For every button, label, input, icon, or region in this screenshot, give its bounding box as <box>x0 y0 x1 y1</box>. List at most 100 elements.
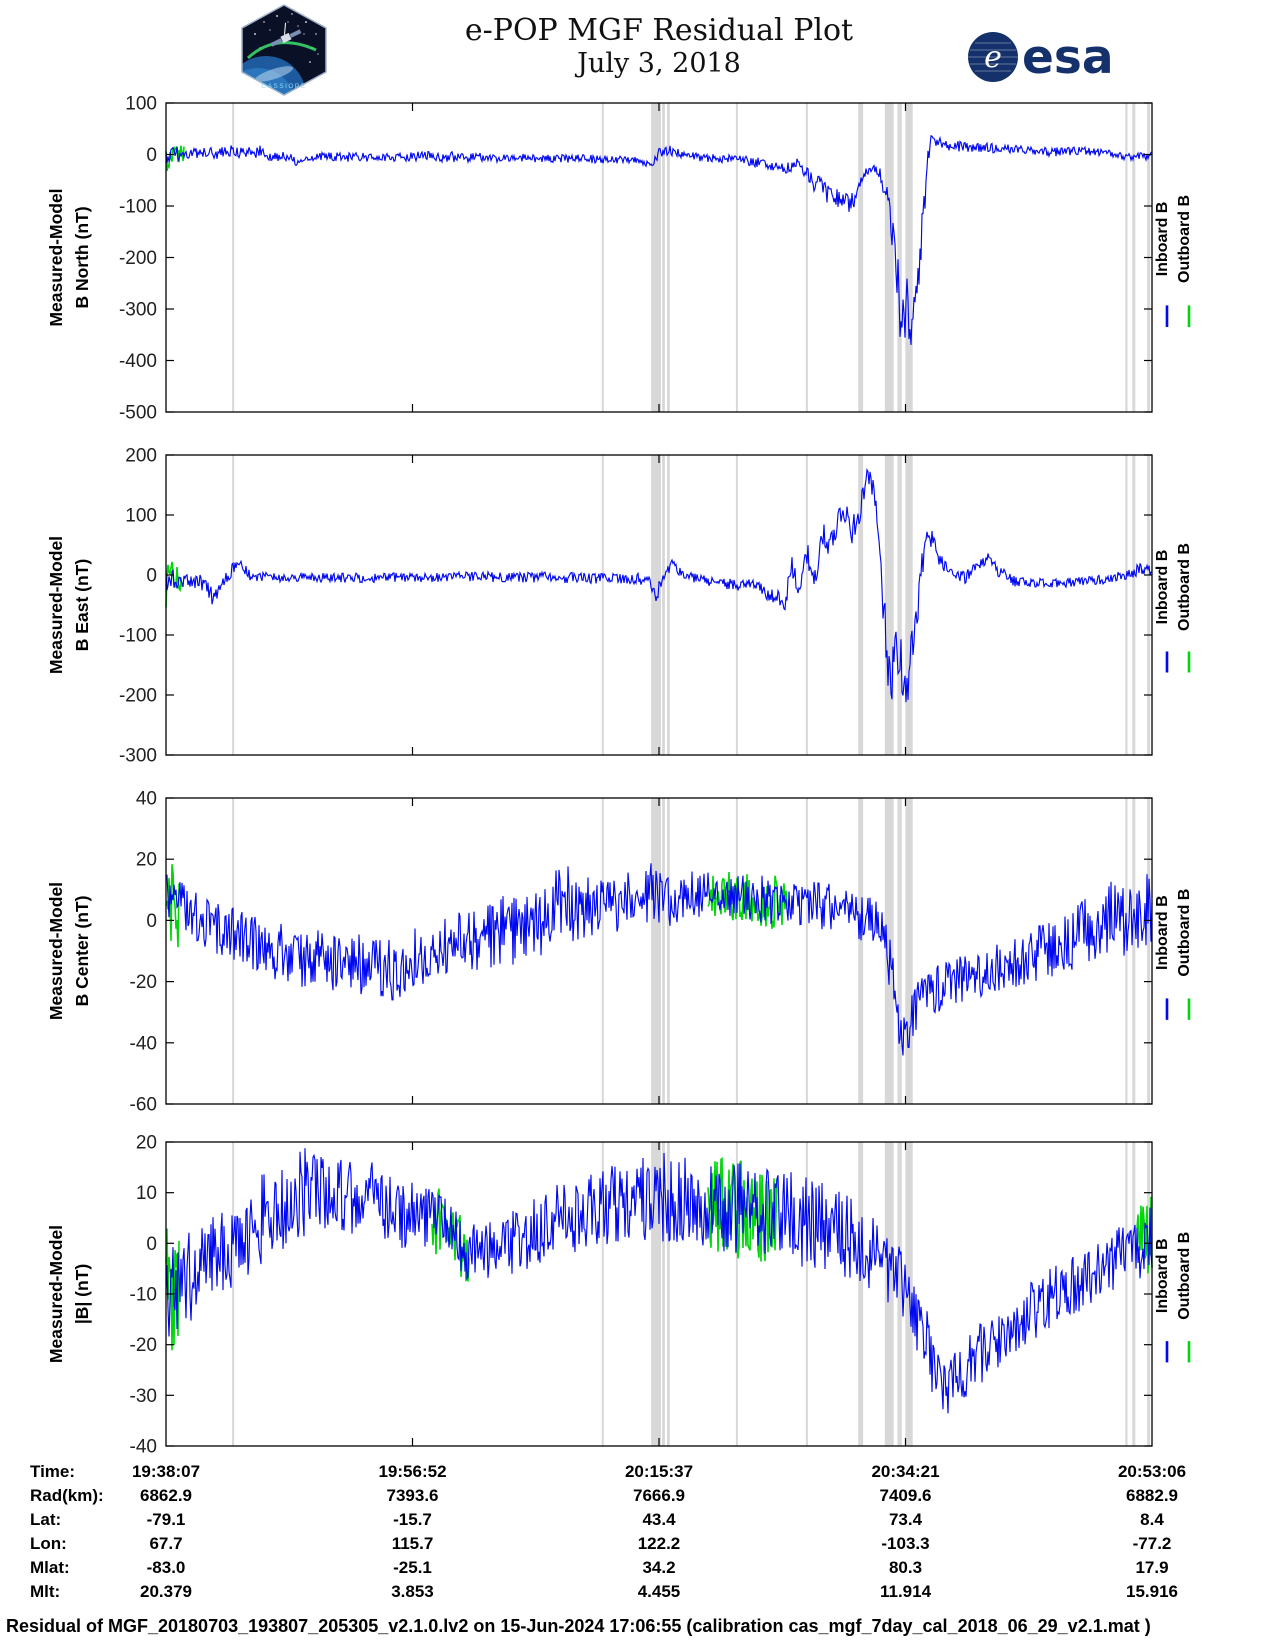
y-tick-label: -100 <box>119 197 157 218</box>
y-tick-label: -100 <box>119 626 157 647</box>
esa-logo: e esa <box>966 30 1114 84</box>
y-tick-label: -200 <box>119 248 157 269</box>
data-gap-band <box>897 103 902 412</box>
data-gap-band <box>662 103 665 412</box>
info-row-label: Lat: <box>30 1510 62 1529</box>
y-tick-label: -500 <box>119 403 157 424</box>
data-gap-band <box>805 798 808 1104</box>
esa-globe-letter: e <box>984 40 1002 75</box>
y-tick-label: 0 <box>146 911 157 932</box>
data-gap-band <box>1132 798 1136 1104</box>
outboard-b-trace <box>431 1188 470 1282</box>
y-tick-label: -200 <box>119 686 157 707</box>
info-cell: 7393.6 <box>386 1486 439 1505</box>
data-gap-band <box>1132 103 1136 412</box>
info-cell: 7409.6 <box>879 1486 932 1505</box>
info-cell: 6862.9 <box>140 1486 192 1505</box>
y-tick-label: 100 <box>125 506 157 527</box>
data-gap-band <box>1147 798 1151 1104</box>
data-gap-band <box>662 798 665 1104</box>
plot-title-line2: July 3, 2018 <box>577 48 741 79</box>
y-tick-label: -300 <box>119 300 157 321</box>
y-tick-label: -60 <box>130 1095 157 1116</box>
data-gap-band <box>232 455 235 755</box>
data-gap-band <box>651 798 661 1104</box>
data-gap-band <box>1125 1142 1128 1446</box>
y-axis-label-line2: B East (nT) <box>72 559 92 651</box>
data-gap-band <box>905 455 913 755</box>
data-gap-band <box>905 103 913 412</box>
data-gap-band <box>667 455 670 755</box>
info-cell: 73.4 <box>888 1510 923 1529</box>
legend-outboard-label: Outboard B <box>1176 889 1193 977</box>
data-gap-band <box>858 1142 864 1446</box>
info-cell: 67.7 <box>149 1534 183 1553</box>
info-cell: -77.2 <box>1132 1534 1172 1553</box>
data-gap-band <box>601 455 604 755</box>
data-gap-band <box>897 1142 902 1446</box>
data-gap-band <box>897 455 902 755</box>
data-gap-band <box>735 455 738 755</box>
info-cell: 7666.9 <box>633 1486 685 1505</box>
outboard-b-trace <box>165 145 185 171</box>
data-gap-band <box>805 455 808 755</box>
y-tick-label: 20 <box>136 1133 157 1154</box>
data-gap-band <box>1132 455 1136 755</box>
info-row-label: Mlat: <box>30 1558 70 1577</box>
info-cell: 20.379 <box>140 1582 192 1601</box>
legend-inboard-label: Inboard B <box>1154 550 1171 625</box>
y-tick-label: 0 <box>146 1234 157 1255</box>
info-cell: 4.455 <box>637 1582 681 1601</box>
y-axis-label-line1: Measured-Model <box>46 882 66 1020</box>
data-gap-band <box>662 455 665 755</box>
y-tick-label: 10 <box>136 1183 157 1204</box>
info-cell: 19:56:52 <box>378 1462 447 1481</box>
info-cell: 80.3 <box>888 1558 923 1577</box>
info-cell: -25.1 <box>393 1558 432 1577</box>
info-cell: 11.914 <box>879 1582 932 1601</box>
inboard-b-trace <box>165 1148 1153 1414</box>
data-gap-band <box>651 103 661 412</box>
plot-title: e-POP MGF Residual Plot July 3, 2018 <box>359 14 959 80</box>
info-cell: 122.2 <box>637 1534 681 1553</box>
data-gap-band <box>905 1142 913 1446</box>
info-row-label: Lon: <box>30 1534 67 1553</box>
patch-label: CASSIOPE <box>261 83 306 90</box>
y-axis-label-line2: B North (nT) <box>72 206 92 308</box>
y-axis-label-line1: Measured-Model <box>46 536 66 674</box>
data-gap-band <box>735 1142 738 1446</box>
info-cell: 43.4 <box>642 1510 676 1529</box>
data-gap-band <box>1147 455 1151 755</box>
info-cell: -79.1 <box>146 1510 186 1529</box>
patch-mask <box>240 4 328 96</box>
info-row-label: Time: <box>30 1462 76 1481</box>
data-gap-band <box>601 1142 604 1446</box>
y-axis-label-line2: |B| (nT) <box>72 1264 92 1324</box>
info-cell: 34.2 <box>642 1558 676 1577</box>
data-gap-band <box>735 798 738 1104</box>
data-gap-band <box>805 1142 808 1446</box>
y-axis-label-line1: Measured-Model <box>46 1225 66 1363</box>
data-gap-band <box>735 103 738 412</box>
info-cell: 20:34:21 <box>871 1462 940 1481</box>
patch-border <box>241 4 327 96</box>
data-gap-band <box>858 103 864 412</box>
info-row-label: Rad(km): <box>30 1486 104 1505</box>
info-cell: 20:15:37 <box>624 1462 694 1481</box>
legend-outboard-label: Outboard B <box>1176 195 1193 283</box>
patch-satellite <box>270 22 302 47</box>
data-gap-band <box>1125 798 1128 1104</box>
data-gap-band <box>662 1142 665 1446</box>
info-cell: 3.853 <box>391 1582 434 1601</box>
y-tick-label: 0 <box>146 145 157 166</box>
data-gap-band <box>858 798 864 1104</box>
data-gap-band <box>905 798 913 1104</box>
y-tick-label: 40 <box>136 789 157 810</box>
info-cell: 20:53:06 <box>1117 1462 1187 1481</box>
plot-title-line1: e-POP MGF Residual Plot <box>464 13 854 48</box>
y-tick-label: -40 <box>130 1437 157 1458</box>
data-gap-band <box>805 103 808 412</box>
data-gap-band <box>651 1142 661 1446</box>
data-gap-band <box>651 455 661 755</box>
